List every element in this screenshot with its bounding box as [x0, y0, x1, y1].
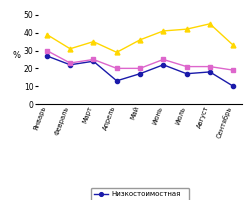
Высокостоимостная [185, 28, 188, 30]
Высокостоимостная [232, 44, 235, 46]
Y-axis label: %: % [13, 50, 21, 60]
Line: Низкостоимостная: Низкостоимостная [45, 54, 235, 88]
Низкостоимостная [45, 55, 48, 57]
Line: Среднестоимостная: Среднестоимостная [45, 48, 235, 72]
Среднестоимостная [208, 65, 212, 68]
Низкостоимостная [138, 73, 141, 75]
Низкостоимостная [232, 85, 235, 87]
Высокостоимостная [45, 33, 48, 36]
Высокостоимостная [208, 23, 212, 25]
Среднестоимостная [162, 58, 165, 61]
Высокостоимостная [138, 39, 141, 41]
Низкостоимостная [208, 71, 212, 73]
Среднестоимостная [115, 67, 118, 70]
Среднестоимостная [45, 49, 48, 52]
Среднестоимостная [68, 62, 71, 64]
Среднестоимостная [138, 67, 141, 70]
Низкостоимостная [92, 60, 95, 62]
Низкостоимостная [162, 64, 165, 66]
Низкостоимостная [115, 80, 118, 82]
Низкостоимостная [185, 73, 188, 75]
Legend: Низкостоимостная, Среднестоимостная, Высокостоимостная: Низкостоимостная, Среднестоимостная, Выс… [91, 188, 189, 200]
Среднестоимостная [232, 69, 235, 71]
Высокостоимостная [115, 51, 118, 54]
Высокостоимостная [92, 40, 95, 43]
Высокостоимостная [162, 30, 165, 32]
Высокостоимостная [68, 48, 71, 50]
Line: Высокостоимостная: Высокостоимостная [44, 21, 236, 55]
Низкостоимостная [68, 64, 71, 66]
Среднестоимостная [185, 65, 188, 68]
Среднестоимостная [92, 58, 95, 61]
